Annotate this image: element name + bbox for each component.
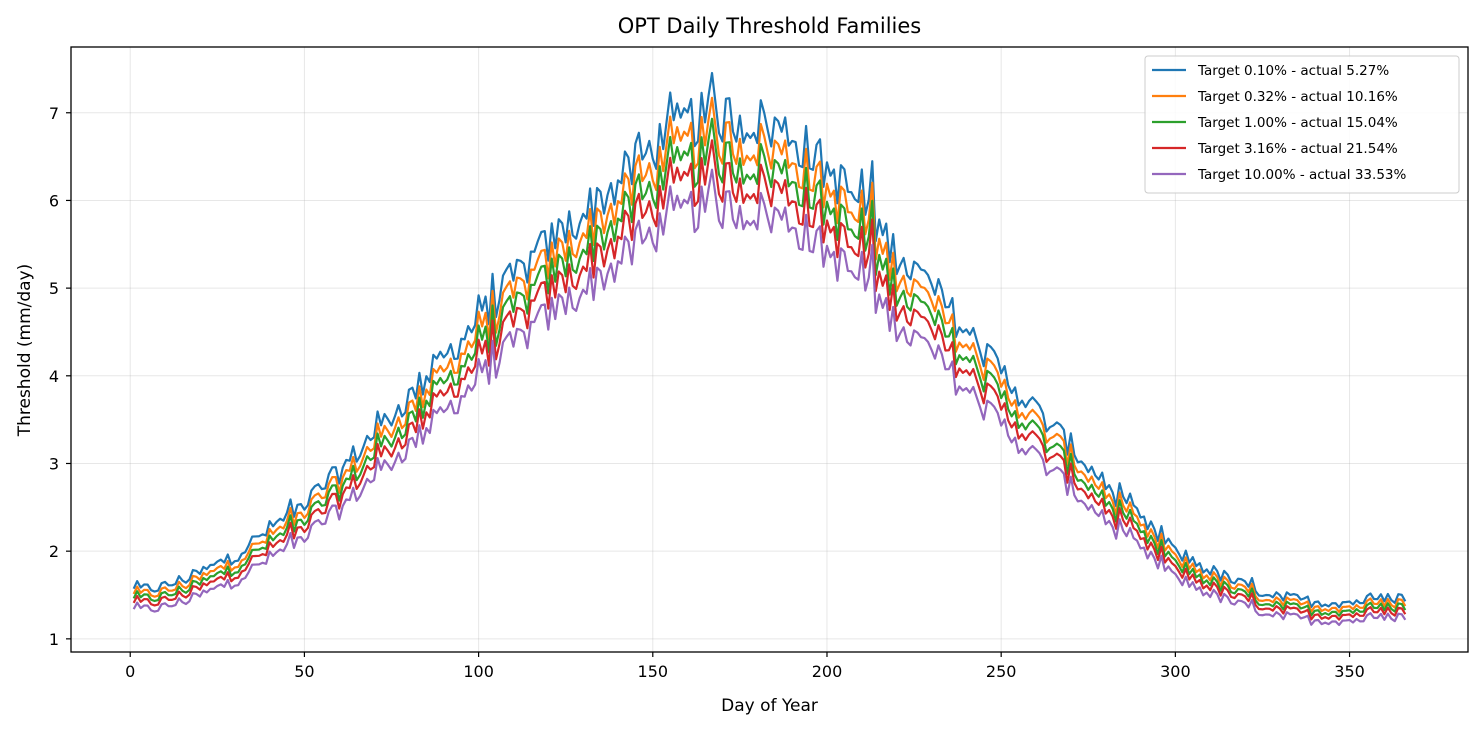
y-tick-label: 5 — [49, 279, 59, 298]
x-tick-label: 250 — [986, 662, 1017, 681]
series-line-1 — [132, 71, 1407, 609]
x-tick-label: 300 — [1160, 662, 1191, 681]
legend-box — [1144, 55, 1460, 194]
series-lines — [132, 71, 1407, 627]
series-line-5 — [132, 168, 1407, 627]
legend: Target 0.10% - actual 5.27% Target 0.32% … — [1144, 55, 1460, 194]
y-axis-ticks: 1 2 3 4 5 6 7 — [49, 104, 71, 649]
x-axis-label: Day of Year — [721, 696, 818, 716]
chart-title: OPT Daily Threshold Families — [618, 14, 922, 38]
x-tick-label: 350 — [1334, 662, 1365, 681]
x-tick-label: 150 — [638, 662, 669, 681]
series-line-4 — [132, 139, 1407, 621]
y-axis-label: Threshold (mm/day) — [15, 264, 35, 438]
x-tick-label: 200 — [812, 662, 843, 681]
y-tick-label: 6 — [49, 191, 59, 210]
plot-frame — [70, 46, 1469, 653]
x-tick-label: 100 — [463, 662, 494, 681]
y-tick-label: 4 — [49, 367, 59, 386]
legend-label: Target 3.16% - actual 21.54% — [1197, 141, 1398, 157]
x-tick-label: 50 — [294, 662, 314, 681]
legend-label: Target 10.00% - actual 33.53% — [1197, 167, 1406, 183]
legend-label: Target 0.32% - actual 10.16% — [1197, 89, 1398, 105]
y-tick-label: 2 — [49, 542, 59, 561]
legend-label: Target 0.10% - actual 5.27% — [1197, 63, 1389, 79]
y-tick-label: 1 — [49, 630, 59, 649]
y-tick-label: 7 — [49, 104, 59, 123]
x-tick-label: 0 — [125, 662, 135, 681]
series-line-2 — [132, 96, 1407, 613]
x-axis-ticks: 0 50 100 150 200 250 300 350 — [125, 652, 1365, 681]
y-tick-label: 3 — [49, 454, 59, 473]
series-line-3 — [132, 117, 1407, 617]
legend-label: Target 1.00% - actual 15.04% — [1197, 115, 1398, 131]
